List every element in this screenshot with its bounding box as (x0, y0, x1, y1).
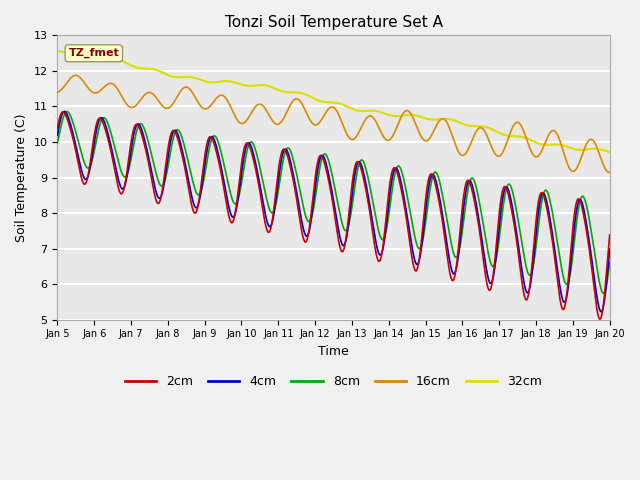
8cm (606, 260, 614, 265)
8cm (310, 206, 317, 212)
4cm (597, 309, 605, 314)
16cm (72, 72, 79, 78)
4cm (368, 216, 376, 222)
16cm (97, 87, 104, 93)
4cm (288, 166, 296, 172)
8cm (600, 290, 607, 296)
16cm (605, 169, 612, 175)
32cm (288, 89, 296, 95)
4cm (606, 246, 614, 252)
2cm (119, 189, 127, 195)
8cm (119, 172, 127, 178)
4cm (300, 227, 307, 232)
16cm (310, 121, 317, 127)
16cm (288, 99, 296, 105)
16cm (300, 104, 307, 109)
8cm (63, 108, 71, 114)
2cm (310, 190, 317, 195)
Legend: 2cm, 4cm, 8cm, 16cm, 32cm: 2cm, 4cm, 8cm, 16cm, 32cm (120, 370, 547, 393)
16cm (119, 96, 127, 101)
8cm (300, 204, 307, 210)
16cm (606, 169, 614, 175)
8cm (97, 120, 104, 125)
4cm (61, 108, 68, 114)
32cm (96, 55, 104, 61)
Line: 8cm: 8cm (58, 111, 610, 293)
4cm (310, 200, 317, 205)
Line: 16cm: 16cm (58, 75, 610, 172)
Line: 4cm: 4cm (58, 111, 610, 312)
32cm (300, 91, 307, 96)
32cm (119, 58, 127, 64)
Text: TZ_fmet: TZ_fmet (68, 48, 119, 59)
4cm (119, 186, 127, 192)
16cm (368, 114, 376, 120)
Line: 2cm: 2cm (58, 112, 610, 319)
8cm (288, 153, 296, 158)
32cm (309, 95, 317, 101)
Y-axis label: Soil Temperature (C): Soil Temperature (C) (15, 113, 28, 242)
32cm (368, 108, 376, 114)
16cm (54, 89, 61, 95)
Line: 32cm: 32cm (58, 51, 610, 152)
2cm (300, 236, 307, 242)
2cm (368, 225, 376, 230)
X-axis label: Time: Time (318, 345, 349, 358)
8cm (368, 195, 376, 201)
4cm (54, 132, 61, 138)
32cm (606, 149, 614, 155)
Title: Tonzi Soil Temperature Set A: Tonzi Soil Temperature Set A (225, 15, 442, 30)
4cm (97, 115, 104, 121)
2cm (59, 109, 67, 115)
2cm (596, 316, 604, 322)
32cm (54, 48, 61, 54)
2cm (97, 116, 104, 121)
2cm (54, 125, 61, 131)
8cm (54, 140, 61, 146)
2cm (606, 232, 614, 238)
2cm (288, 172, 296, 178)
